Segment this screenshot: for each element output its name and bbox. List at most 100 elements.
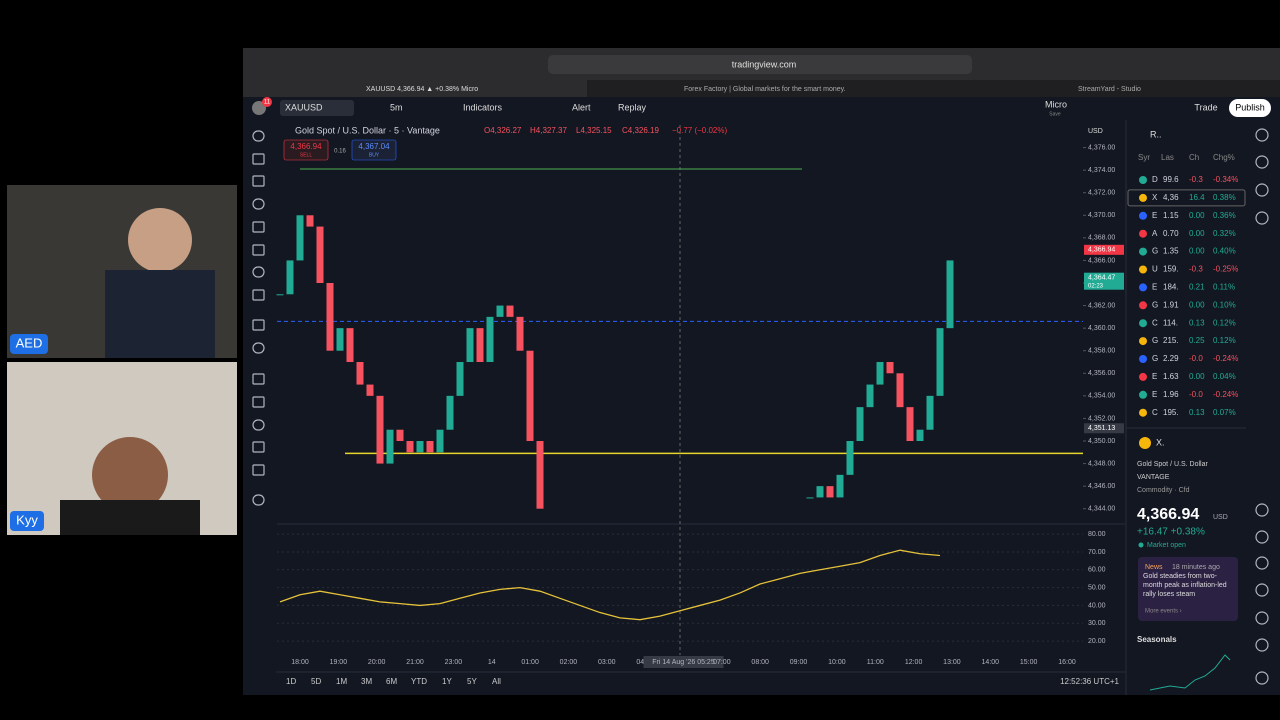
tool-icon[interactable] [252,198,265,210]
layout-name[interactable]: Micro [1045,99,1067,109]
watchlist-cell[interactable]: E [1152,390,1157,399]
range-button[interactable]: 6M [386,677,397,686]
replay-button[interactable]: Replay [618,102,647,112]
interval[interactable]: 5m [390,102,403,112]
range-button[interactable]: All [492,677,501,686]
watchlist-cell[interactable]: 0.32% [1213,229,1236,238]
range-button[interactable]: 1M [336,677,347,686]
range-button[interactable]: 1Y [442,677,452,686]
watchlist-cell[interactable]: 0.00 [1189,211,1205,220]
buy-button[interactable] [351,139,397,161]
watchlist-cell[interactable]: 0.00 [1189,300,1205,309]
tool-icon[interactable] [252,494,265,506]
side-icon[interactable] [1255,503,1269,517]
watchlist-cell[interactable]: A [1152,229,1158,238]
watchlist-cell[interactable]: 159. [1163,265,1179,274]
watchlist-cell[interactable]: 0.11% [1213,283,1235,292]
side-icon[interactable] [1255,155,1269,169]
watchlist-cell[interactable]: 1.91 [1163,300,1179,309]
watchlist-cell[interactable]: 0.04% [1213,372,1236,381]
range-button[interactable]: 3M [361,677,372,686]
range-button[interactable]: 5D [311,677,321,686]
watchlist-cell[interactable]: 1.15 [1163,211,1179,220]
range-button[interactable]: YTD [411,677,427,686]
watchlist-cell[interactable]: -0.3 [1189,265,1203,274]
watchlist-cell[interactable]: E [1152,372,1157,381]
side-icon[interactable] [1255,556,1269,570]
indicators-button[interactable]: Indicators [463,102,503,112]
alert-button[interactable]: Alert [572,102,591,112]
symbol[interactable]: XAUUSD [285,102,323,112]
tool-icon[interactable] [252,373,265,385]
watchlist-cell[interactable]: 0.00 [1189,372,1205,381]
watchlist-cell[interactable]: -0.0 [1189,390,1203,399]
watchlist-cell[interactable]: X [1152,193,1158,202]
watchlist-cell[interactable]: 0.40% [1213,247,1236,256]
tool-icon[interactable] [252,266,265,278]
range-button[interactable]: 5Y [467,677,477,686]
tool-icon[interactable] [252,342,265,354]
publish-button[interactable] [1229,99,1271,117]
active-tab[interactable] [243,80,587,97]
symbol-search[interactable] [280,100,354,116]
sell-button[interactable] [283,139,329,161]
avatar[interactable] [252,101,266,115]
watchlist-cell[interactable]: -0.0 [1189,354,1203,363]
watchlist-cell[interactable]: E [1152,283,1157,292]
watchlist-cell[interactable]: 0.38% [1213,193,1236,202]
tab-title[interactable]: Forex Factory | Global markets for the s… [684,86,846,93]
watchlist-cell[interactable]: C [1152,408,1158,417]
watchlist-cell[interactable]: 0.07% [1213,408,1236,417]
watchlist-cell[interactable]: 1.63 [1163,372,1179,381]
watchlist-cell[interactable]: E [1152,211,1157,220]
watchlist-cell[interactable]: 184. [1163,283,1179,292]
buy-price[interactable]: 4,367.04 [358,142,390,151]
watchlist-cell[interactable]: 195. [1163,408,1179,417]
side-icon[interactable] [1255,611,1269,625]
tool-icon[interactable] [252,130,265,142]
watchlist-cell[interactable]: 0.10% [1213,300,1236,309]
news-more[interactable]: More events › [1145,609,1182,615]
watchlist-cell[interactable]: 0.25 [1189,336,1205,345]
side-icon[interactable] [1255,671,1269,685]
watchlist-cell[interactable]: 2.29 [1163,354,1179,363]
watchlist-cell[interactable]: 0.70 [1163,229,1179,238]
tool-icon[interactable] [252,175,265,187]
range-button[interactable]: 1D [286,677,296,686]
watchlist-cell[interactable]: -0.25% [1213,265,1238,274]
watchlist-cell[interactable]: 16.4 [1189,193,1205,202]
watchlist-cell[interactable]: G [1152,300,1158,309]
tool-icon[interactable] [252,441,265,453]
tool-icon[interactable] [252,244,265,256]
tool-icon[interactable] [252,464,265,476]
currency[interactable]: USD [1088,128,1103,135]
watchlist-cell[interactable]: -0.34% [1213,175,1238,184]
tool-icon[interactable] [252,289,265,301]
news-card[interactable] [1138,557,1238,621]
side-icon[interactable] [1255,583,1269,597]
sell-label[interactable]: SELL [300,152,312,158]
watchlist-cell[interactable]: 1.96 [1163,390,1179,399]
watchlist-cell[interactable]: 0.21 [1189,283,1205,292]
tool-icon[interactable] [252,396,265,408]
watchlist-cell[interactable]: 4,36 [1163,193,1179,202]
side-icon[interactable] [1255,183,1269,197]
publish-label[interactable]: Publish [1235,102,1265,112]
tool-icon[interactable] [252,319,265,331]
tab-title[interactable]: XAUUSD 4,366.94 ▲ +0.38% Micro [366,86,478,93]
watchlist-cell[interactable]: 0.00 [1189,229,1205,238]
watchlist-cell[interactable]: 0.12% [1213,318,1236,327]
watchlist-cell[interactable]: C [1152,318,1158,327]
watchlist-cell[interactable]: D [1152,175,1158,184]
watchlist-cell[interactable]: 0.12% [1213,336,1236,345]
tool-icon[interactable] [252,221,265,233]
side-icon[interactable] [1255,128,1269,142]
watchlist-cell[interactable]: -0.3 [1189,175,1203,184]
watchlist-cell[interactable]: 114. [1163,318,1178,327]
side-icon[interactable] [1255,638,1269,652]
watchlist-cell[interactable]: G [1152,336,1158,345]
sell-price[interactable]: 4,366.94 [290,142,322,151]
watchlist-title[interactable]: R.. [1150,129,1162,139]
layout-save[interactable]: Save [1049,111,1061,117]
tool-icon[interactable] [252,419,265,431]
